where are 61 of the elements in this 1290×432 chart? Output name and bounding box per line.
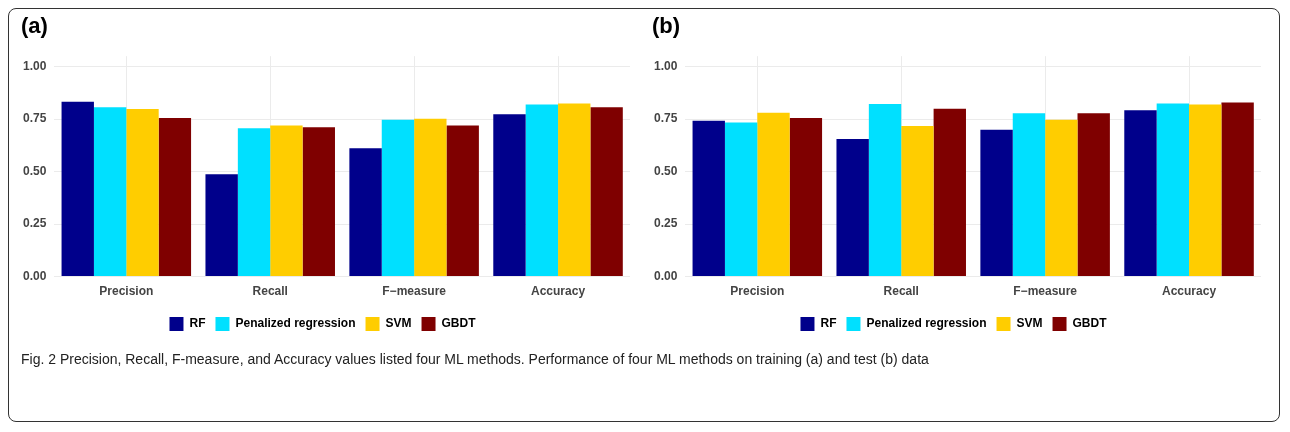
bar <box>1012 113 1046 277</box>
bar <box>558 103 591 277</box>
bar <box>1077 113 1110 277</box>
bar <box>414 118 447 277</box>
bar <box>789 117 823 277</box>
x-tick-label: Accuracy <box>531 284 586 299</box>
bar <box>93 107 127 277</box>
legend-label: Penalized regression <box>866 316 987 331</box>
bar <box>493 114 526 277</box>
x-tick-label: Recall <box>252 284 288 299</box>
bar <box>349 148 382 277</box>
x-tick-label: Accuracy <box>1162 284 1217 299</box>
bar <box>901 126 934 277</box>
y-tick-label: 0.50 <box>23 163 47 178</box>
bar <box>1221 102 1254 277</box>
chart-title: (b) <box>652 13 682 40</box>
legend-label: Penalized regression <box>235 316 356 331</box>
bar <box>724 122 758 277</box>
y-tick-label: 0.00 <box>23 268 47 283</box>
bar <box>205 174 238 277</box>
x-tick-label: Recall <box>883 284 919 299</box>
y-tick-label: 0.50 <box>654 163 678 178</box>
x-tick-label: Precision <box>730 284 785 299</box>
bar <box>1189 104 1222 277</box>
y-tick-label: 0.75 <box>23 111 47 126</box>
bar <box>590 107 623 277</box>
bar <box>446 125 479 277</box>
chart-title: (a) <box>21 13 49 40</box>
legend-label: SVM <box>1016 316 1043 331</box>
bar <box>381 119 415 277</box>
bar <box>1156 103 1190 277</box>
y-tick-label: 1.00 <box>654 59 678 74</box>
bar <box>302 127 335 277</box>
legend-label: GBDT <box>441 316 477 331</box>
y-tick-label: 0.00 <box>654 268 678 283</box>
legend-label: SVM <box>385 316 412 331</box>
x-tick-label: Precision <box>99 284 154 299</box>
bar <box>933 108 966 277</box>
bar <box>61 101 94 277</box>
x-tick-label: F−measure <box>382 284 447 299</box>
bar <box>270 125 303 277</box>
y-tick-label: 0.75 <box>654 111 678 126</box>
bar <box>868 104 902 277</box>
legend-label: GBDT <box>1072 316 1108 331</box>
bar <box>692 120 725 277</box>
bar <box>836 138 869 277</box>
x-tick-label: F−measure <box>1013 284 1078 299</box>
bar <box>237 128 271 277</box>
bar <box>525 104 559 277</box>
legend-label: RF <box>189 316 206 331</box>
bar <box>126 109 159 277</box>
bar <box>158 118 192 277</box>
bar <box>757 112 790 277</box>
legend-label: RF <box>820 316 837 331</box>
bar <box>1045 119 1078 277</box>
bar <box>1124 110 1157 277</box>
y-tick-label: 0.25 <box>23 216 47 231</box>
bar <box>980 129 1013 277</box>
y-tick-label: 1.00 <box>23 59 47 74</box>
y-tick-label: 0.25 <box>654 216 678 231</box>
caption: Fig. 2 Precision, Recall, F-measure, and Accuracy values listed four ML methods. Performance of four ML methods on training (a) and test (b) data <box>21 350 930 369</box>
